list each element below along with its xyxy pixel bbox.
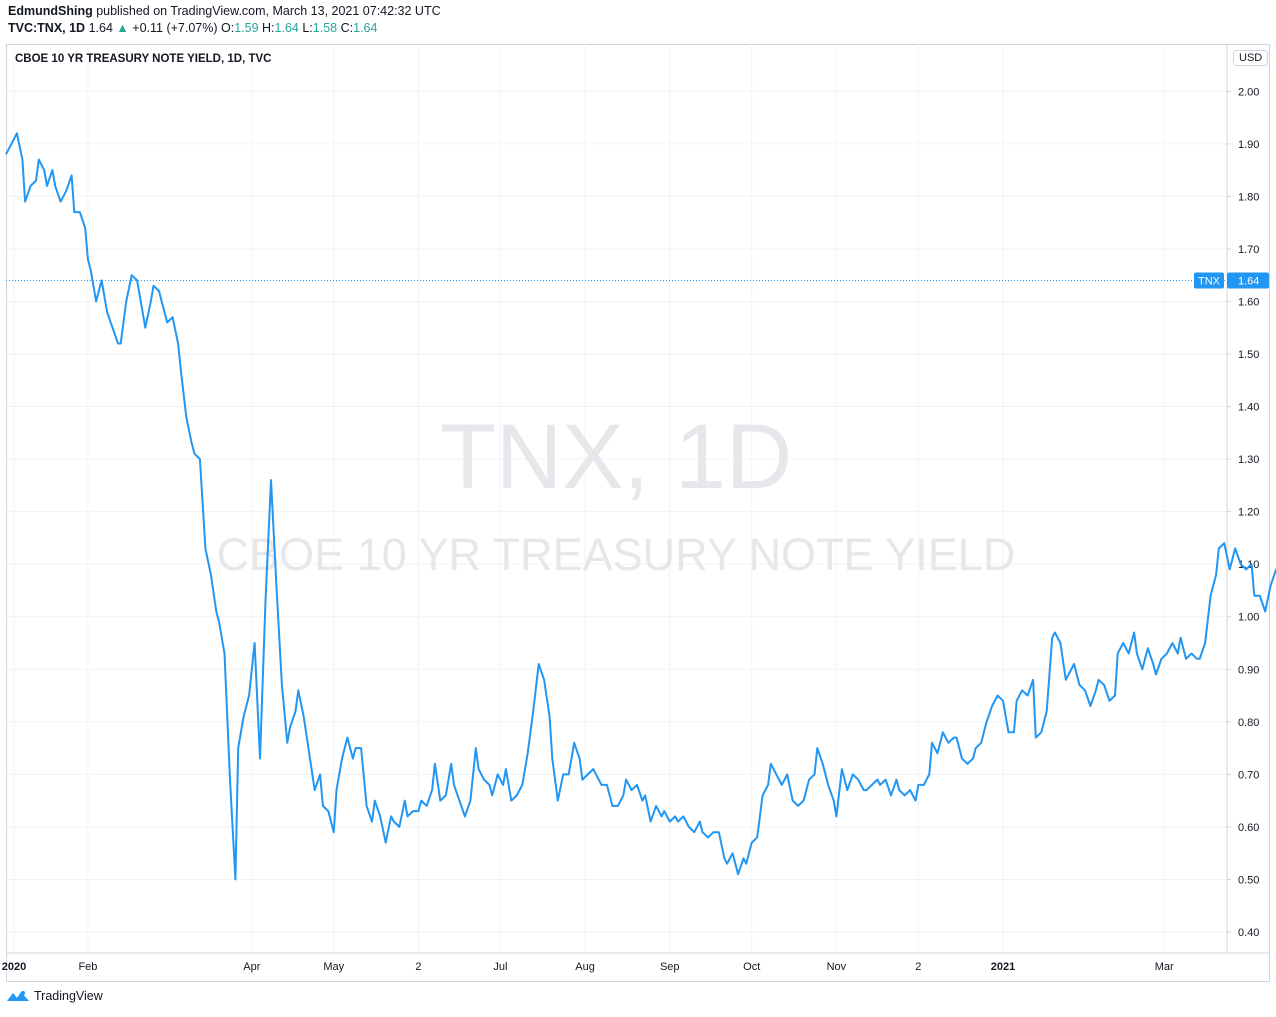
last-price-tag bbox=[1227, 272, 1269, 289]
last-price-tag-text: 1.64 bbox=[1238, 275, 1259, 287]
y-tick-label: 1.40 bbox=[1238, 402, 1259, 414]
x-tick-label: Jul bbox=[493, 961, 507, 973]
x-tick-label: Sep bbox=[660, 961, 680, 973]
x-tick-label: May bbox=[323, 961, 344, 973]
y-tick-label: 0.70 bbox=[1238, 769, 1259, 781]
price-change: +0.11 (+7.07%) bbox=[132, 21, 218, 35]
x-tick-label: 2020 bbox=[2, 961, 26, 973]
symbol-name: TVC:TNX, 1D bbox=[8, 21, 86, 35]
y-tick-label: 0.80 bbox=[1238, 717, 1259, 729]
currency-badge[interactable]: USD bbox=[1233, 50, 1269, 66]
y-tick-label: 1.20 bbox=[1238, 507, 1259, 519]
footer: TradingView bbox=[6, 989, 103, 1003]
y-tick-label: 0.90 bbox=[1238, 664, 1259, 676]
series-name-tag bbox=[1194, 272, 1224, 289]
watermark-name: CBOE 10 YR TREASURY NOTE YIELD bbox=[217, 529, 1016, 580]
y-tick-label: 1.60 bbox=[1238, 296, 1259, 308]
up-arrow-icon: ▲ bbox=[116, 21, 129, 35]
series-line-tnx bbox=[5, 132, 1276, 881]
high-label: H: bbox=[262, 21, 275, 35]
y-tick-label: 1.00 bbox=[1238, 612, 1259, 624]
x-tick-label: 2021 bbox=[991, 961, 1015, 973]
watermark-symbol: TNX, 1D bbox=[440, 406, 793, 508]
y-tick-label: 1.70 bbox=[1238, 244, 1259, 256]
grid-lines bbox=[6, 44, 1227, 953]
last-price-labels: TNX 1.64 bbox=[1194, 272, 1269, 289]
published-text: published on TradingView.com, March 13, … bbox=[96, 4, 441, 18]
open-label: O: bbox=[221, 21, 235, 35]
x-tick-label: 2 bbox=[915, 961, 921, 973]
y-tick-label: 0.40 bbox=[1238, 927, 1259, 939]
x-tick-label: Mar bbox=[1155, 961, 1174, 973]
y-tick-label: 1.50 bbox=[1238, 349, 1259, 361]
close-value: 1.64 bbox=[353, 21, 378, 35]
x-tick-label: 2 bbox=[415, 961, 421, 973]
y-tick-label: 1.30 bbox=[1238, 454, 1259, 466]
y-tick-label: 1.80 bbox=[1238, 191, 1259, 203]
y-tick-label: 0.60 bbox=[1238, 822, 1259, 834]
x-tick-label: Feb bbox=[78, 961, 97, 973]
y-tick-label: 1.90 bbox=[1238, 139, 1259, 151]
time-scale[interactable]: 2020 Feb Apr May 2 Jul Aug Sep Oct Nov 2 2021 Mar bbox=[2, 961, 1174, 973]
symbol-info: TVC:TNX, 1D 1.64 ▲ +0.11 (+7.07%) O:1.59… bbox=[8, 21, 377, 35]
low-value: 1.58 bbox=[312, 21, 338, 35]
last-price: 1.64 bbox=[88, 21, 113, 35]
chart-title: CBOE 10 YR TREASURY NOTE YIELD, 1D, TVC bbox=[15, 53, 272, 65]
price-scale[interactable]: 2.00 1.90 1.80 1.70 1.60 1.50 1.40 1.30 1.20 1.10… bbox=[1227, 86, 1259, 939]
open-value: 1.59 bbox=[234, 21, 259, 35]
series-name-tag-text: TNX bbox=[1198, 275, 1221, 287]
x-tick-label: Apr bbox=[243, 961, 260, 973]
tradingview-brand[interactable]: TradingView bbox=[34, 989, 103, 1003]
y-tick-label: 0.50 bbox=[1238, 874, 1259, 886]
high-value: 1.64 bbox=[274, 21, 299, 35]
low-label: L: bbox=[302, 21, 313, 35]
x-tick-label: Nov bbox=[827, 961, 847, 973]
x-tick-label: Aug bbox=[575, 961, 595, 973]
close-label: C: bbox=[340, 21, 354, 35]
publish-info: EdmundShing published on TradingView.com… bbox=[8, 4, 441, 18]
x-tick-label: Oct bbox=[743, 961, 760, 973]
y-tick-label: 1.10 bbox=[1238, 559, 1259, 571]
author-name[interactable]: EdmundShing bbox=[8, 4, 93, 18]
tradingview-logo-icon bbox=[7, 991, 29, 1001]
y-tick-label: 2.00 bbox=[1238, 86, 1259, 98]
chart-frame bbox=[6, 44, 1270, 982]
